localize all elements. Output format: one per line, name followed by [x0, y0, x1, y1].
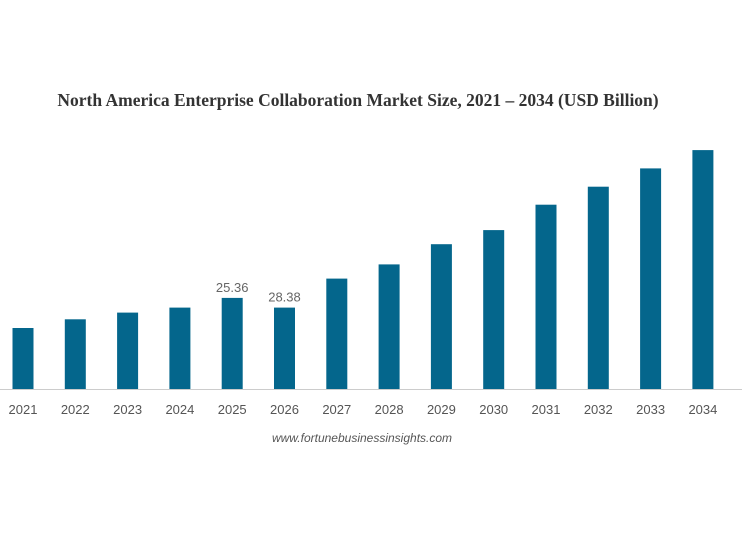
bar-2034 — [692, 150, 714, 389]
data-labels-layer: 25.36 28.38 — [216, 280, 301, 305]
source-watermark: www.fortunebusinessinsights.com — [272, 431, 452, 445]
bar-2031 — [535, 204, 557, 389]
x-tick-label-2033: 2033 — [636, 402, 665, 417]
x-tick-label-2021: 2021 — [9, 402, 38, 417]
bar-2021 — [12, 328, 34, 389]
bar-2029 — [430, 244, 452, 389]
bar-2022 — [64, 319, 86, 389]
bar-2027 — [326, 278, 348, 389]
bar-2033 — [640, 168, 662, 389]
bar-2024 — [169, 307, 191, 389]
bar-2023 — [117, 312, 139, 389]
x-tick-label-2023: 2023 — [113, 402, 142, 417]
x-tick-labels-layer: 2021 2022 2023 2024 2025 2026 2027 2028 2029 2030… — [9, 402, 718, 417]
x-tick-label-2026: 2026 — [270, 402, 299, 417]
x-tick-label-2034: 2034 — [688, 402, 717, 417]
x-tick-label-2032: 2032 — [584, 402, 613, 417]
bar-2025 — [221, 297, 243, 389]
bar-2028 — [378, 264, 400, 389]
bar-2032 — [587, 186, 609, 389]
x-tick-label-2031: 2031 — [532, 402, 561, 417]
x-tick-label-2025: 2025 — [218, 402, 247, 417]
x-tick-label-2022: 2022 — [61, 402, 90, 417]
x-tick-label-2030: 2030 — [479, 402, 508, 417]
x-tick-label-2024: 2024 — [165, 402, 194, 417]
data-label-2025: 25.36 — [216, 280, 249, 295]
bar-2026 — [274, 307, 295, 389]
x-tick-label-2029: 2029 — [427, 402, 456, 417]
data-label-2026: 28.38 — [268, 290, 301, 305]
bar-2030 — [483, 230, 505, 389]
x-tick-label-2028: 2028 — [375, 402, 404, 417]
bars-layer — [12, 150, 714, 389]
x-tick-label-2027: 2027 — [322, 402, 351, 417]
chart-title: North America Enterprise Collaboration M… — [57, 90, 658, 110]
